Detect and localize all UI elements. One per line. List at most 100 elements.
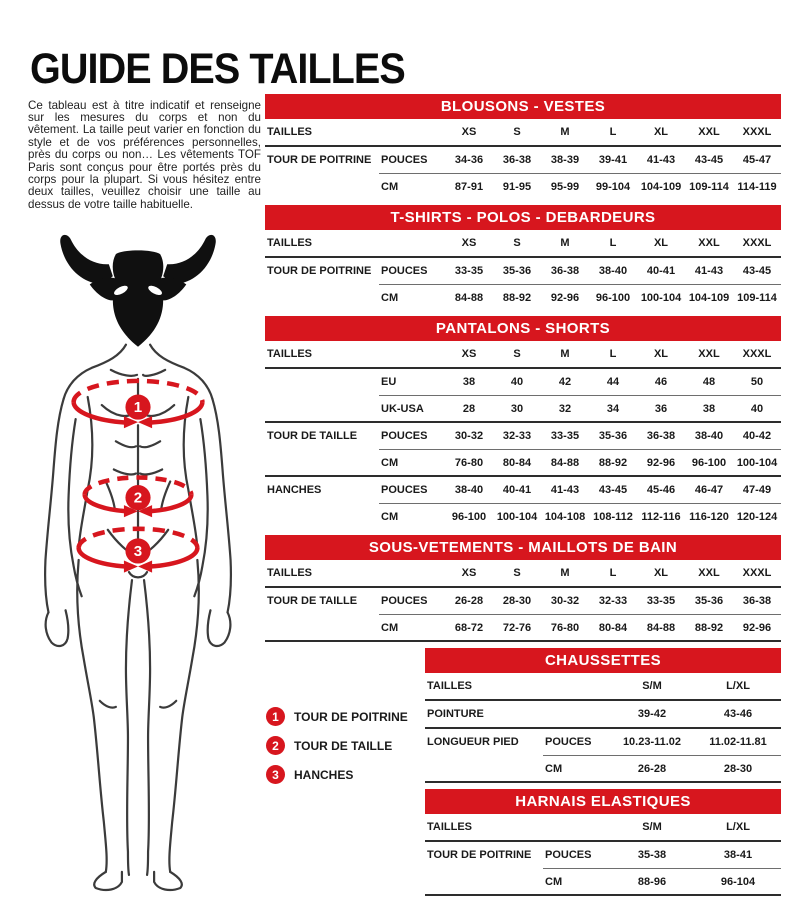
value-cell: 99-104 [589, 173, 637, 200]
value-cell: 36-38 [646, 430, 676, 442]
unit-label: CM [543, 755, 609, 782]
measure-group: LONGUEUR PIED POUCES 10.23-11.02 11.02-1… [425, 729, 781, 783]
unit-label: EU [381, 376, 397, 388]
value-cell: 92-96 [637, 449, 685, 476]
size-header-row: TAILLES S/M L/XL [425, 673, 781, 701]
row-label: LONGUEUR PIED [427, 736, 519, 748]
size-col-header: XS [461, 567, 477, 579]
value-cell: 36-38 [742, 595, 772, 607]
value-cell: 39-41 [598, 154, 628, 166]
value-cell: 38-39 [550, 154, 580, 166]
value-cell: 40-41 [502, 484, 532, 496]
table-row: EU 38 40 42 44 46 48 50 [265, 369, 781, 395]
row-label: TOUR DE TAILLE [267, 430, 358, 442]
measurement-legend: 1 TOUR DE POITRINE 2 TOUR DE TAILLE 3 HA… [266, 707, 408, 784]
table-title: HARNAIS ELASTIQUES [425, 789, 781, 814]
table-row: LONGUEUR PIED POUCES 10.23-11.02 11.02-1… [425, 729, 781, 755]
value-cell: 33-35 [454, 265, 484, 277]
value-cell: 38-40 [694, 430, 724, 442]
value-cell: 28-30 [695, 755, 781, 782]
sizes-label: TAILLES [267, 348, 313, 360]
value-cell: 41-43 [646, 154, 676, 166]
body-outline [43, 343, 233, 892]
marker-2-number: 2 [134, 490, 142, 507]
table-harnais-elastiques: HARNAIS ELASTIQUES TAILLES S/M L/XL TOUR… [425, 789, 781, 896]
size-col-header: S [513, 126, 521, 138]
table-sous-vetements: SOUS-VETEMENTS - MAILLOTS DE BAIN TAILLE… [265, 535, 781, 642]
table-row: CM 68-72 72-76 76-80 80-84 84-88 88-92 9… [265, 614, 781, 640]
value-cell: 43-45 [742, 265, 772, 277]
value-cell: 84-88 [445, 284, 493, 311]
value-cell: 30 [493, 395, 541, 422]
table-title: CHAUSSETTES [425, 648, 781, 673]
value-cell: 38-40 [454, 484, 484, 496]
value-cell: 76-80 [445, 449, 493, 476]
size-col-header: XXXL [742, 567, 772, 579]
unit-label: POUCES [381, 154, 428, 166]
value-cell: 30-32 [550, 595, 580, 607]
value-cell: 28-30 [502, 595, 532, 607]
size-col-header: XXL [698, 567, 720, 579]
size-header-row: TAILLES XS S M L XL XXL XXXL [265, 341, 781, 369]
size-col-header: L [609, 237, 617, 249]
table-row: CM 88-96 96-104 [425, 868, 781, 894]
table-row: CM 26-28 28-30 [425, 755, 781, 781]
value-cell: 43-45 [694, 154, 724, 166]
value-cell: 26-28 [454, 595, 484, 607]
size-col-header: XXL [698, 348, 720, 360]
unit-label: POUCES [545, 736, 592, 748]
table-row: CM 84-88 88-92 92-96 96-100 100-104 104-… [265, 284, 781, 310]
row-label: TOUR DE POITRINE [267, 154, 372, 166]
size-col-header: S [513, 237, 521, 249]
size-col-header: L [609, 348, 617, 360]
value-cell: 87-91 [445, 173, 493, 200]
marker-1-number: 1 [134, 399, 142, 416]
value-cell: 35-36 [694, 595, 724, 607]
value-cell: 114-119 [733, 173, 781, 200]
size-col-header: XL [653, 126, 669, 138]
tables-column: BLOUSONS - VESTES TAILLES XS S M L XL XX… [265, 94, 781, 902]
value-cell: 96-100 [589, 284, 637, 311]
legend-item-hips: 3 HANCHES [266, 765, 408, 784]
unit-label: POUCES [381, 265, 428, 277]
value-cell: 47-49 [742, 484, 772, 496]
table-row: CM 76-80 80-84 84-88 88-92 92-96 96-100 … [265, 449, 781, 475]
value-cell: 40-41 [646, 265, 676, 277]
measure-group: TOUR DE POITRINE POUCES 35-38 38-41 CM 8… [425, 842, 781, 896]
table-row: TOUR DE TAILLE POUCES 26-28 28-30 30-32 … [265, 588, 781, 614]
value-cell: 40-42 [742, 430, 772, 442]
value-cell: 46 [654, 376, 668, 388]
size-header-row: TAILLES S/M L/XL [425, 814, 781, 842]
size-header-row: TAILLES XS S M L XL XXL XXXL [265, 119, 781, 147]
unit-label: POUCES [381, 430, 428, 442]
legend-item-chest: 1 TOUR DE POITRINE [266, 707, 408, 726]
value-cell: 40 [733, 395, 781, 422]
value-cell: 108-112 [589, 503, 637, 530]
table-title: BLOUSONS - VESTES [265, 94, 781, 119]
value-cell: 84-88 [541, 449, 589, 476]
value-cell: 109-114 [685, 173, 733, 200]
value-cell: 42 [558, 376, 572, 388]
size-col-header: S/M [642, 821, 662, 833]
value-cell: 96-100 [445, 503, 493, 530]
value-cell: 88-92 [589, 449, 637, 476]
size-col-header: S/M [642, 680, 662, 692]
value-cell: 36-38 [550, 265, 580, 277]
value-cell: 88-92 [493, 284, 541, 311]
waist-measure-band: 2 [82, 475, 194, 518]
value-cell: 38 [462, 376, 476, 388]
value-cell: 35-36 [502, 265, 532, 277]
value-cell: 41-43 [550, 484, 580, 496]
row-label: TOUR DE POITRINE [427, 849, 532, 861]
value-cell: 38-40 [598, 265, 628, 277]
legend-badge-1: 1 [266, 707, 285, 726]
value-cell: 109-114 [733, 284, 781, 311]
measure-group: HANCHES POUCES 38-40 40-41 41-43 43-45 4… [265, 477, 781, 529]
unit-label: CM [379, 449, 445, 476]
size-col-header: XXL [698, 237, 720, 249]
marker-3-badge [125, 538, 151, 564]
table-tshirts-polos: T-SHIRTS - POLOS - DEBARDEURS TAILLES XS… [265, 205, 781, 310]
value-cell: 50 [750, 376, 764, 388]
measure-group: TOUR DE TAILLE POUCES 30-32 32-33 33-35 … [265, 423, 781, 477]
marker-3-number: 3 [134, 543, 142, 560]
